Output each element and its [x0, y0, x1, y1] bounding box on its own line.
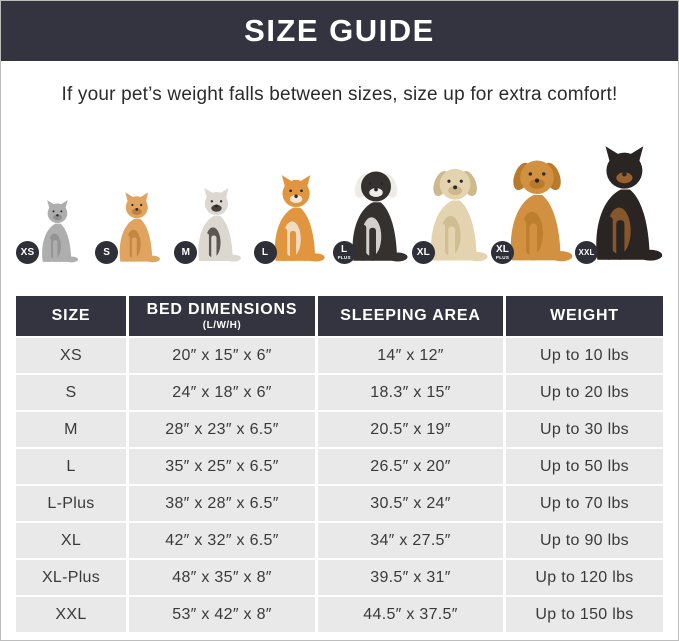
cell-bed-dimensions: 38″ x 28″ x 6.5″	[129, 486, 315, 521]
cell-weight: Up to 120 lbs	[506, 560, 663, 595]
cell-bed-dimensions: 48″ x 35″ x 8″	[129, 560, 315, 595]
table-row-xs: XS 20″ x 15″ x 6″ 14″ x 12″ Up to 10 lbs	[16, 338, 663, 373]
cell-weight: Up to 50 lbs	[506, 449, 663, 484]
animal-french-bulldog: M	[173, 185, 252, 264]
size-table: SIZE BED DIMENSIONS (L/W/H) SLEEPING AREA WE…	[13, 294, 666, 634]
animal-pomeranian: S	[94, 190, 173, 264]
cell-weight: Up to 10 lbs	[506, 338, 663, 373]
table-row-l: L 35″ x 25″ x 6.5″ 26.5″ x 20″ Up to 50 lbs	[16, 449, 663, 484]
cell-bed-dimensions: 42″ x 32″ x 6.5″	[129, 523, 315, 558]
column-header-weight: WEIGHT	[506, 296, 663, 336]
table-row-l-plus: L-Plus 38″ x 28″ x 6.5″ 30.5″ x 24″ Up to 7…	[16, 486, 663, 521]
size-badge-xl-plus: XL PLUS	[491, 241, 515, 264]
cell-sleeping-area: 30.5″ x 24″	[318, 486, 503, 521]
column-header-size: SIZE	[16, 296, 126, 336]
animal-doberman: XXL	[574, 142, 664, 264]
size-badge-l: L	[253, 241, 277, 264]
column-header-bed-dimensions: BED DIMENSIONS (L/W/H)	[129, 296, 315, 336]
cell-weight: Up to 20 lbs	[506, 375, 663, 410]
cell-sleeping-area: 18.3″ x 15″	[318, 375, 503, 410]
cell-size: S	[16, 375, 126, 410]
animal-golden-retriever: XL PLUS	[490, 151, 574, 264]
cell-bed-dimensions: 24″ x 18″ x 6″	[129, 375, 315, 410]
table-row-m: M 28″ x 23″ x 6.5″ 20.5″ x 19″ Up to 30 lbs	[16, 412, 663, 447]
cell-bed-dimensions: 28″ x 23″ x 6.5″	[129, 412, 315, 447]
cell-weight: Up to 30 lbs	[506, 412, 663, 447]
cell-weight: Up to 150 lbs	[506, 597, 663, 632]
size-badge-s: S	[95, 241, 119, 264]
table-row-xl-plus: XL-Plus 48″ x 35″ x 8″ 39.5″ x 31″ Up to 12…	[16, 560, 663, 595]
table-header-row: SIZE BED DIMENSIONS (L/W/H) SLEEPING AREA WE…	[16, 296, 663, 336]
doberman-illustration	[596, 146, 663, 261]
cell-sleeping-area: 44.5″ x 37.5″	[318, 597, 503, 632]
cell-size: XXL	[16, 597, 126, 632]
title-bar: SIZE GUIDE	[1, 1, 678, 61]
cell-size: M	[16, 412, 126, 447]
subtitle: If your pet’s weight falls between sizes…	[61, 84, 618, 105]
size-badge-l-plus: L PLUS	[332, 241, 356, 264]
cell-size: XL-Plus	[16, 560, 126, 595]
animal-cat: XS	[15, 198, 94, 264]
cell-size: XL	[16, 523, 126, 558]
page-title: SIZE GUIDE	[244, 13, 435, 48]
animal-shiba-inu: L	[253, 172, 332, 264]
column-header-sleeping-area: SLEEPING AREA	[318, 296, 503, 336]
animal-border-collie: L PLUS	[332, 163, 411, 264]
cell-bed-dimensions: 20″ x 15″ x 6″	[129, 338, 315, 373]
size-badge-m: M	[174, 241, 198, 264]
cell-sleeping-area: 34″ x 27.5″	[318, 523, 503, 558]
animal-size-row: XS S M L L PLUS XL XL PLUS XXL	[1, 130, 678, 264]
cell-size: L	[16, 449, 126, 484]
size-badge-xxl: XXL	[575, 241, 599, 264]
golden-retriever-illustration	[510, 160, 573, 262]
cell-weight: Up to 90 lbs	[506, 523, 663, 558]
cell-size: L-Plus	[16, 486, 126, 521]
french-bulldog-illustration	[198, 187, 241, 262]
cell-bed-dimensions: 53″ x 42″ x 8″	[129, 597, 315, 632]
size-badge-xs: XS	[16, 241, 39, 264]
size-badge-xl: XL	[411, 241, 435, 264]
animal-labrador: XL	[411, 160, 490, 264]
cell-weight: Up to 70 lbs	[506, 486, 663, 521]
cell-sleeping-area: 14″ x 12″	[318, 338, 503, 373]
table-row-xxl: XXL 53″ x 42″ x 8″ 44.5″ x 37.5″ Up to 150 …	[16, 597, 663, 632]
cell-size: XS	[16, 338, 126, 373]
cell-sleeping-area: 26.5″ x 20″	[318, 449, 503, 484]
table-row-xl: XL 42″ x 32″ x 6.5″ 34″ x 27.5″ Up to 90 lb…	[16, 523, 663, 558]
cell-sleeping-area: 39.5″ x 31″	[318, 560, 503, 595]
cat-illustration	[42, 200, 79, 263]
labrador-illustration	[430, 168, 488, 262]
cell-bed-dimensions: 35″ x 25″ x 6.5″	[129, 449, 315, 484]
table-row-s: S 24″ x 18″ x 6″ 18.3″ x 15″ Up to 20 lbs	[16, 375, 663, 410]
shiba-inu-illustration	[274, 175, 325, 262]
border-collie-illustration	[352, 171, 408, 262]
pomeranian-illustration	[119, 192, 161, 263]
cell-sleeping-area: 20.5″ x 19″	[318, 412, 503, 447]
